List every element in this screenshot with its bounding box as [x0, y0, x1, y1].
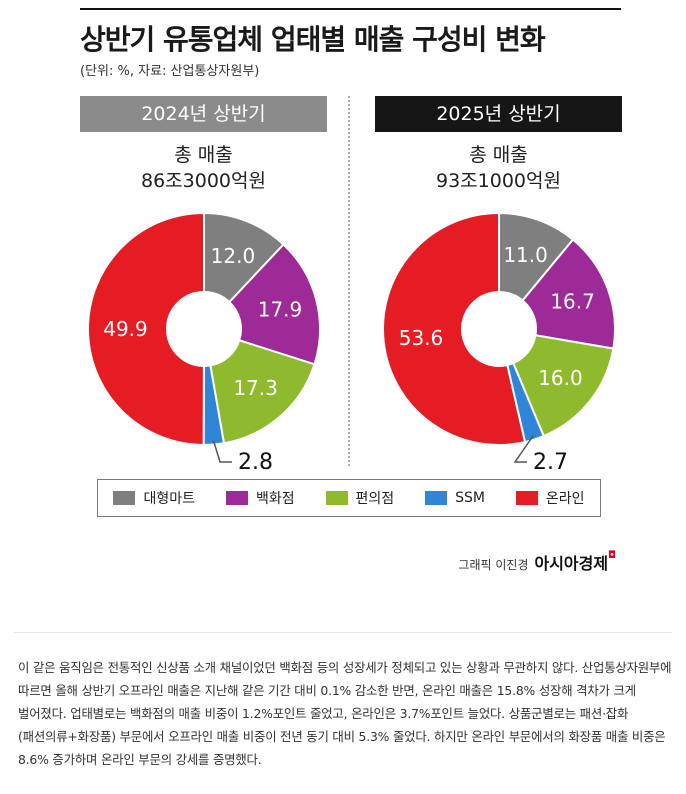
donut-2025: 11.016.7 16.0 2.7 53.6: [382, 211, 616, 470]
legend-label: SSM: [455, 490, 485, 506]
slice-label-hypermarket: 11.0: [503, 243, 548, 267]
article-paragraph: 이 같은 움직임은 전통적인 신상품 소개 채널이었던 백화점 등의 성장세가 …: [18, 660, 672, 767]
legend-item-convenience-store: 편의점: [325, 488, 395, 508]
credit-text: 그래픽 이진경: [458, 558, 529, 572]
slice-label-department-store: 17.9: [258, 297, 303, 321]
legend-swatch: [425, 491, 448, 505]
legend-label: 온라인: [545, 491, 585, 507]
total-label-2025: 총 매출: [469, 144, 528, 166]
publisher-logo: 아시아경제: [534, 554, 609, 573]
slice-online: [87, 211, 205, 447]
legend-item-department-store: 백화점: [225, 488, 295, 508]
period-tab-2024: 2024년 상반기: [80, 96, 327, 132]
slice-online: [382, 211, 527, 446]
ssm-leader-line: [212, 440, 232, 463]
legend: 대형마트 백화점 편의점 SSM 온라인: [97, 479, 601, 517]
legend-item-online: 온라인: [515, 488, 585, 508]
legend-swatch: [113, 491, 136, 505]
slice-label-convenience-store: 17.3: [233, 376, 278, 400]
donut-charts: 12.0 17.9 17.3 2.8 49.9 11.016.7 16.0 2.7 53.6: [87, 211, 616, 470]
slice-convenience-store: [511, 334, 615, 438]
legend-label: 편의점: [355, 491, 395, 507]
legend-swatch: [225, 491, 248, 505]
slice-label-department-store: 16.7: [550, 290, 595, 314]
legend-swatch: [515, 491, 538, 505]
chart-title: 상반기 유통업체 업태별 매출 구성비 변화: [80, 23, 546, 56]
total-value-2025: 93조1000억원: [436, 170, 561, 192]
slice-label-hypermarket: 12.0: [211, 244, 256, 268]
legend-item-hypermarket: 대형마트: [113, 488, 195, 508]
slice-label-convenience-store: 16.0: [538, 366, 583, 390]
slice-department-store: [227, 243, 321, 366]
period-tab-2025: 2025년 상반기: [375, 96, 622, 132]
top-rule: [80, 8, 621, 10]
total-label-2024: 총 매출: [174, 144, 233, 166]
donut-2024: 12.0 17.9 17.3 2.8 49.9: [87, 211, 321, 470]
slice-label-online: 49.9: [103, 317, 148, 341]
slice-label-ssm: 2.8: [238, 450, 273, 470]
ssm-leader-line: [513, 435, 534, 463]
slice-convenience-store: [209, 339, 316, 445]
legend-swatch: [325, 491, 348, 505]
total-value-2024: 86조3000억원: [141, 170, 266, 192]
graphic-credit: 그래픽 이진경 아시아경제◘: [458, 550, 616, 574]
publisher-mark: ◘: [608, 550, 616, 561]
slice-label-ssm: 2.7: [533, 450, 568, 470]
legend-item-ssm: SSM: [425, 490, 485, 506]
slice-department-store: [521, 238, 616, 350]
unit-source-note: (단위: %, 자료: 산업통상자원부): [80, 64, 260, 79]
slice-label-online: 53.6: [399, 326, 444, 350]
article-divider: [14, 632, 672, 633]
chart-divider: [348, 96, 350, 466]
legend-label: 대형마트: [143, 491, 195, 507]
legend-label: 백화점: [255, 491, 295, 507]
